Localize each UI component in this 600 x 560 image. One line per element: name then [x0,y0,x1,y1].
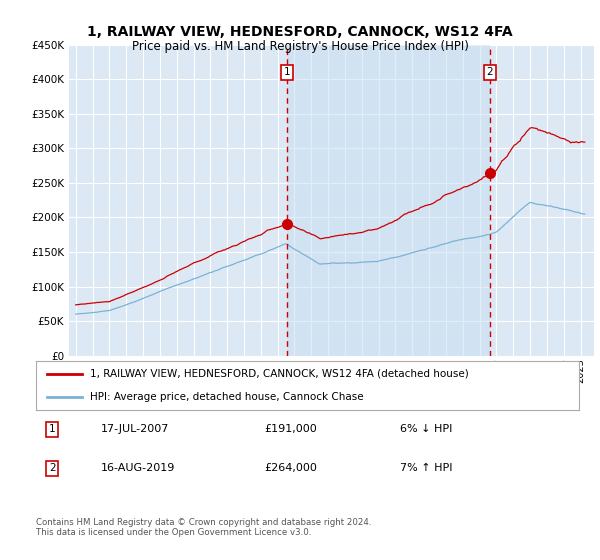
Text: £264,000: £264,000 [264,464,317,473]
Bar [287,45,490,356]
Text: 7% ↑ HPI: 7% ↑ HPI [400,464,452,473]
Text: Price paid vs. HM Land Registry's House Price Index (HPI): Price paid vs. HM Land Registry's House … [131,40,469,53]
Text: 2: 2 [487,67,493,77]
Text: 16-AUG-2019: 16-AUG-2019 [101,464,176,473]
Text: 1, RAILWAY VIEW, HEDNESFORD, CANNOCK, WS12 4FA: 1, RAILWAY VIEW, HEDNESFORD, CANNOCK, WS… [87,25,513,39]
Text: Contains HM Land Registry data © Crown copyright and database right 2024.
This d: Contains HM Land Registry data © Crown c… [36,518,371,538]
Text: 2: 2 [49,464,56,473]
Text: HPI: Average price, detached house, Cannock Chase: HPI: Average price, detached house, Cann… [91,391,364,402]
Text: 17-JUL-2007: 17-JUL-2007 [101,424,170,434]
Text: 1, RAILWAY VIEW, HEDNESFORD, CANNOCK, WS12 4FA (detached house): 1, RAILWAY VIEW, HEDNESFORD, CANNOCK, WS… [91,369,469,379]
Text: 6% ↓ HPI: 6% ↓ HPI [400,424,452,434]
Text: £191,000: £191,000 [264,424,317,434]
Text: 1: 1 [49,424,56,434]
Text: 1: 1 [283,67,290,77]
